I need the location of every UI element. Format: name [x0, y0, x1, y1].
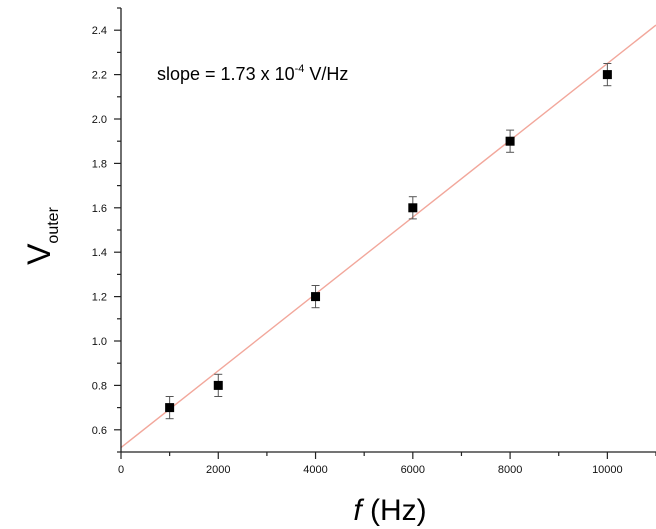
- y-tick-label: 1.0: [92, 336, 107, 348]
- y-tick-label: 1.6: [92, 203, 107, 215]
- y-axis-label-sub: outer: [45, 206, 62, 243]
- fit-layer: [120, 24, 656, 449]
- x-tick-label: 10000: [592, 464, 623, 476]
- x-axis-label-rest: (Hz): [362, 494, 427, 527]
- y-tick-label: 0.8: [92, 380, 107, 392]
- y-tick-label: 2.4: [92, 25, 107, 37]
- y-tick-label: 2.2: [92, 70, 107, 82]
- y-axis-label: Vouter: [21, 206, 62, 264]
- data-point: [602, 70, 612, 80]
- slope-annotation-exponent: -4: [295, 63, 305, 75]
- y-tick-label: 1.8: [92, 158, 107, 170]
- y-tick-label: 1.2: [92, 292, 107, 304]
- ticks: 0 2000 4000 6000 8000 10000 0.6 0.8 1.0 1.2 1.4 1.6…: [92, 7, 656, 476]
- data-point: [165, 403, 175, 413]
- y-tick-label: 0.6: [92, 425, 107, 437]
- data-point: [311, 292, 321, 302]
- slope-annotation: slope = 1.73 x 10-4 V/Hz: [157, 63, 348, 84]
- x-axis-label: f (Hz): [353, 494, 426, 527]
- slope-annotation-main: slope = 1.73 x 10: [157, 64, 295, 84]
- y-tick-label: 2.0: [92, 114, 107, 126]
- data-point: [213, 380, 223, 390]
- y-axis-label-main: V: [21, 243, 57, 265]
- x-tick-label: 8000: [498, 464, 522, 476]
- slope-annotation-unit: V/Hz: [304, 64, 348, 84]
- fit-line: [120, 24, 656, 449]
- x-tick-label: 2000: [206, 464, 230, 476]
- x-tick-label: 6000: [401, 464, 425, 476]
- data-point: [408, 203, 418, 213]
- x-axis-label-italic: f: [353, 494, 364, 527]
- x-tick-label: 0: [118, 464, 124, 476]
- data-point: [505, 136, 515, 146]
- x-tick-label: 4000: [303, 464, 327, 476]
- data-points: [165, 63, 612, 420]
- y-tick-label: 1.4: [92, 247, 107, 259]
